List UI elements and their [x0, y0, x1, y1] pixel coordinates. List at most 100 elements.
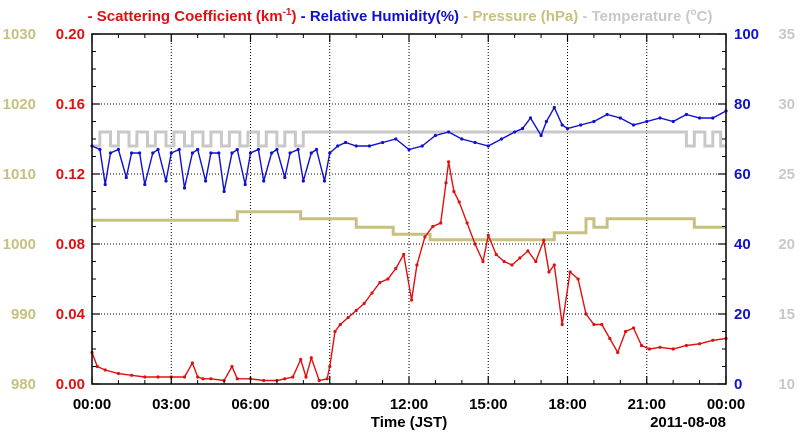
- scattering-point: [600, 322, 604, 327]
- humidity-point: [296, 147, 300, 152]
- scattering-point: [309, 356, 313, 360]
- scattering-point: [624, 329, 628, 334]
- scattering-point: [684, 343, 689, 348]
- humidity-point: [344, 140, 348, 145]
- scattering-point: [542, 238, 546, 243]
- humidity-tick-label: 60: [734, 166, 751, 183]
- humidity-point: [579, 123, 583, 127]
- scattering-point: [143, 375, 147, 379]
- temperature-tick-label: 20: [778, 236, 795, 253]
- humidity-point: [473, 140, 477, 145]
- scattering-point: [457, 200, 461, 204]
- x-tick-label: 03:00: [152, 396, 190, 413]
- scattering-point: [534, 259, 538, 264]
- scattering-point: [552, 263, 556, 267]
- humidity-point: [256, 147, 260, 152]
- humidity-point: [322, 179, 327, 183]
- chart-title-text: - Scattering Coefficient (km-1) - Relati…: [88, 7, 713, 25]
- humidity-point: [209, 151, 213, 155]
- scattering-point: [592, 322, 596, 327]
- x-tick-label: 21:00: [628, 396, 666, 413]
- temperature-tick-label: 25: [778, 166, 795, 183]
- scattering-point: [608, 336, 612, 341]
- humidity-point: [381, 140, 385, 145]
- humidity-point: [513, 130, 517, 134]
- humidity-point: [394, 137, 398, 141]
- humidity-point: [658, 116, 662, 120]
- scattering-point: [560, 322, 564, 327]
- scattering-point: [444, 181, 448, 185]
- scattering-point: [103, 368, 107, 372]
- scattering-point: [616, 350, 620, 355]
- legend-entry: - Pressure (hPa): [459, 8, 578, 25]
- x-tick-label: 09:00: [311, 396, 349, 413]
- humidity-point: [177, 147, 181, 152]
- scattering-point: [410, 298, 414, 302]
- scattering-point: [494, 252, 498, 257]
- humidity-point: [235, 147, 239, 152]
- pressure-tick-label: 990: [11, 306, 36, 323]
- scattering-point: [190, 361, 194, 365]
- scattering-tick-label: 0.16: [56, 96, 85, 113]
- humidity-point: [204, 179, 208, 183]
- scattering-point: [291, 375, 295, 379]
- scattering-point: [465, 221, 469, 225]
- humidity-point: [631, 123, 636, 127]
- scattering-point: [658, 345, 662, 349]
- scattering-point: [299, 357, 303, 362]
- scattering-point: [370, 291, 374, 295]
- humidity-point: [196, 147, 200, 152]
- scattering-point: [304, 375, 308, 379]
- scattering-point: [156, 375, 160, 379]
- scattering-point: [526, 249, 530, 253]
- scattering-point: [423, 235, 427, 239]
- humidity-point: [447, 130, 451, 134]
- temperature-tick-label: 15: [778, 306, 795, 323]
- humidity-point: [560, 123, 564, 127]
- humidity-point: [103, 182, 107, 187]
- scattering-point: [568, 270, 572, 274]
- scattering-tick-label: 0.20: [56, 26, 85, 43]
- scattering-point: [116, 371, 120, 376]
- scattering-point: [518, 256, 522, 260]
- humidity-point: [420, 144, 424, 148]
- pressure-tick-label: 1030: [3, 26, 36, 43]
- scattering-point: [333, 329, 337, 334]
- humidity-point: [283, 175, 287, 180]
- humidity-point: [288, 151, 292, 155]
- scattering-point: [325, 377, 329, 381]
- scattering-point: [447, 160, 451, 164]
- legend-entry: - Scattering Coefficient (km: [88, 8, 283, 25]
- scattering-point: [338, 322, 342, 327]
- scattering-point: [394, 266, 398, 271]
- humidity-point: [143, 182, 147, 187]
- humidity-point: [270, 151, 274, 155]
- scattering-point: [328, 364, 332, 369]
- legend-entry: - Relative Humidity(%): [297, 8, 460, 25]
- scattering-point: [182, 375, 187, 379]
- humidity-point: [618, 116, 622, 120]
- scattering-point: [130, 373, 134, 377]
- scattering-point: [671, 347, 675, 351]
- humidity-point: [698, 116, 702, 120]
- scattering-point: [473, 242, 477, 246]
- scattering-point: [502, 259, 506, 264]
- humidity-point: [486, 144, 490, 148]
- humidity-point: [156, 147, 160, 152]
- scattering-point: [235, 377, 239, 381]
- x-axis-label: Time (JST): [371, 414, 447, 431]
- scattering-point: [95, 364, 99, 369]
- humidity-tick-label: 80: [734, 96, 751, 113]
- humidity-point: [592, 119, 596, 124]
- scattering-point: [317, 378, 321, 383]
- humidity-point: [309, 151, 313, 155]
- humidity-point: [301, 179, 305, 183]
- scattering-point: [510, 263, 514, 267]
- humidity-point: [544, 119, 549, 124]
- humidity-point: [711, 116, 715, 120]
- humidity-point: [645, 119, 649, 124]
- x-tick-label: 00:00: [707, 396, 745, 413]
- humidity-point: [528, 116, 533, 120]
- humidity-point: [217, 151, 221, 155]
